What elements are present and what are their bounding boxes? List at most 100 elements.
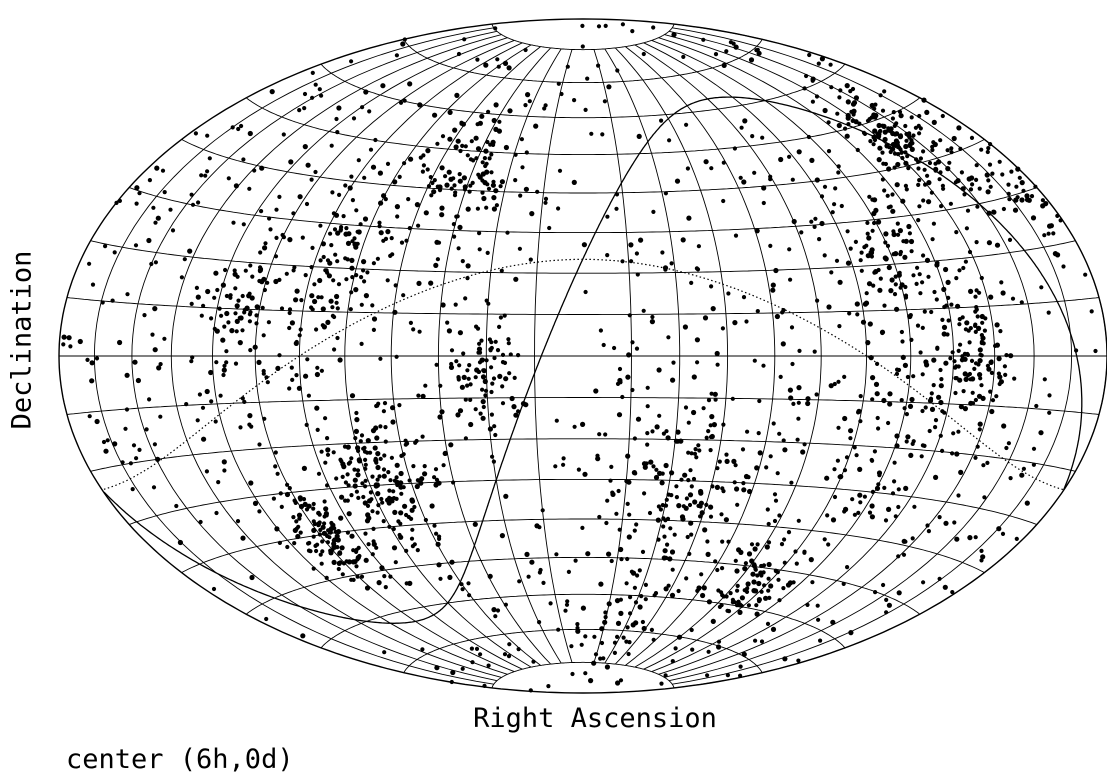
source-point [383,425,388,430]
source-point [465,263,471,269]
source-point [347,185,353,191]
source-point [414,202,420,208]
source-point [649,627,655,633]
source-point [927,160,933,166]
source-point [908,238,915,245]
source-point [891,110,896,115]
source-point [788,277,793,282]
source-point [663,191,669,196]
source-point [620,22,626,27]
source-point [503,493,509,499]
source-point [398,510,404,516]
source-point [694,337,701,343]
source-point [876,133,882,139]
source-point [174,503,179,509]
source-point [605,214,610,219]
source-point [330,305,335,310]
source-point [1019,197,1025,203]
source-point [332,227,338,232]
source-point [495,608,501,613]
source-point [277,277,282,282]
source-point [985,460,990,465]
source-point [684,122,689,127]
source-point [407,478,412,483]
source-point [956,348,961,353]
source-point [854,301,860,307]
source-point [851,108,857,114]
source-point [1083,272,1088,277]
source-point [958,469,964,475]
source-point [1008,353,1014,359]
source-point [306,393,311,398]
source-point [535,189,540,194]
source-point [344,559,349,564]
source-point [757,398,762,404]
source-point [791,401,796,406]
source-point [681,504,686,509]
source-point [313,82,318,87]
source-point [334,300,339,305]
source-point [682,472,688,478]
source-point [423,210,429,216]
source-point [472,521,478,527]
source-point [420,647,425,652]
source-point [301,465,307,471]
source-point [477,360,483,365]
source-point [135,377,141,384]
source-point [938,399,944,406]
source-point [576,467,582,472]
source-point [841,581,846,587]
source-point [887,401,893,407]
source-point [241,222,246,227]
source-point [315,365,320,370]
source-point [965,208,971,213]
source-point [571,179,577,185]
source-point [641,51,646,57]
source-point [834,258,840,263]
source-point [468,183,473,188]
source-point [723,517,730,523]
source-point [1040,198,1045,203]
source-point [830,517,837,523]
source-point [962,406,969,412]
source-point [324,575,329,581]
source-point [583,671,588,676]
source-point [407,81,413,87]
source-point [728,591,733,596]
source-point [782,656,788,662]
source-point [836,425,841,430]
source-point [247,319,252,324]
source-point [398,484,404,490]
source-point [899,282,905,288]
source-point [709,414,715,420]
source-point [945,279,951,285]
source-point [460,587,465,592]
source-point [952,359,957,364]
source-point [361,268,366,273]
source-point [356,495,361,500]
source-point [233,361,239,366]
source-point [331,211,336,216]
source-point [663,503,669,508]
source-point [570,671,575,677]
source-point [352,483,358,489]
source-point [339,225,344,230]
source-point [280,232,285,238]
source-point [311,519,316,524]
source-point [252,168,257,173]
source-point [381,467,387,472]
source-point [500,384,505,389]
source-point [665,435,671,441]
source-point [696,244,702,249]
source-point [630,340,635,345]
source-point [757,450,763,456]
source-point [209,316,214,321]
source-point [456,246,461,251]
source-point [897,134,904,140]
dec-parallel [245,556,921,615]
source-point [224,293,229,299]
source-point [874,485,881,491]
source-point [634,346,640,351]
source-point [226,320,231,325]
source-point [986,240,993,246]
